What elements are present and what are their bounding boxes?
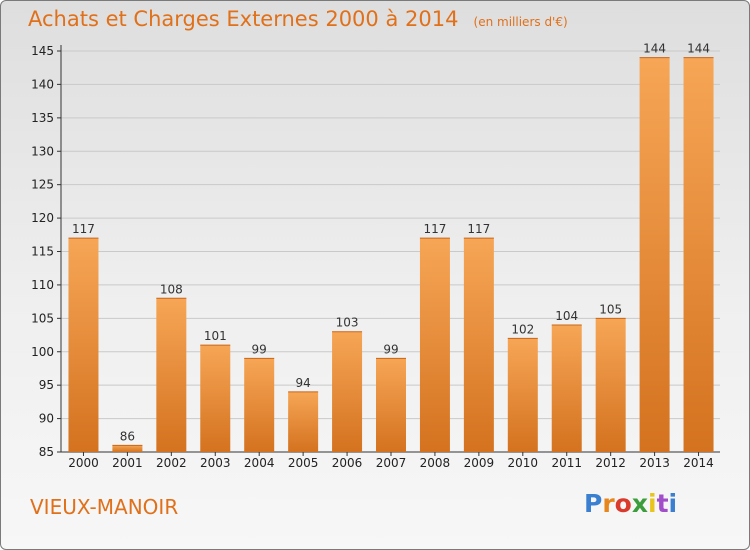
x-tick-label: 2004 <box>244 456 275 470</box>
data-label: 117 <box>467 222 490 236</box>
x-tick-label: 2010 <box>508 456 539 470</box>
y-tick-label: 95 <box>39 378 54 392</box>
y-tick-label: 145 <box>31 44 54 58</box>
logo-letter: i <box>668 489 678 518</box>
logo-letter: o <box>614 489 632 518</box>
data-label: 108 <box>160 282 183 296</box>
bar-2004 <box>244 358 275 452</box>
chart-unit: (en milliers d'€) <box>473 15 568 29</box>
y-tick-label: 105 <box>31 311 54 325</box>
commune-name: VIEUX-MANOIR <box>30 495 179 519</box>
bar-2010 <box>507 338 538 452</box>
bar-2006 <box>332 331 363 452</box>
y-tick-label: 135 <box>31 111 54 125</box>
logo-letter: t <box>656 489 669 518</box>
y-tick-label: 85 <box>39 445 54 459</box>
proxiti-logo[interactable]: Proxiti <box>584 489 677 518</box>
data-label: 86 <box>120 429 135 443</box>
y-tick-label: 130 <box>31 144 54 158</box>
x-tick-label: 2001 <box>112 456 143 470</box>
x-tick-label: 2013 <box>639 456 670 470</box>
logo-letter: P <box>584 489 603 518</box>
x-tick-label: 2003 <box>200 456 231 470</box>
bar-2005 <box>288 391 319 452</box>
data-label: 99 <box>383 342 398 356</box>
data-label: 102 <box>511 322 534 336</box>
bar-2003 <box>200 345 231 452</box>
logo-letter: x <box>631 489 648 518</box>
data-label: 117 <box>423 222 446 236</box>
bar-2014 <box>683 57 714 452</box>
bar-2011 <box>551 325 582 452</box>
chart-title: Achats et Charges Externes 2000 à 2014 <box>28 7 459 31</box>
x-tick-label: 2002 <box>156 456 187 470</box>
x-tick-label: 2011 <box>551 456 582 470</box>
bars <box>68 57 714 452</box>
x-tick-label: 2009 <box>464 456 495 470</box>
x-tick-label: 2007 <box>376 456 407 470</box>
data-label: 144 <box>643 42 666 56</box>
chart-header: Achats et Charges Externes 2000 à 2014 (… <box>28 7 568 31</box>
data-label: 104 <box>555 309 578 323</box>
x-tick-label: 2005 <box>288 456 319 470</box>
data-label: 94 <box>295 376 310 390</box>
bar-2008 <box>419 238 450 452</box>
y-tick-label: 115 <box>31 245 54 259</box>
y-tick-label: 120 <box>31 211 54 225</box>
x-tick-label: 2008 <box>420 456 451 470</box>
x-tick-label: 2014 <box>683 456 714 470</box>
y-tick-label: 110 <box>31 278 54 292</box>
data-label: 144 <box>687 42 710 56</box>
bar-2013 <box>639 57 670 452</box>
bar-2001 <box>112 445 143 452</box>
logo-letter: r <box>602 489 615 518</box>
data-label: 105 <box>599 302 622 316</box>
bar-2009 <box>463 238 494 452</box>
x-tick-label: 2000 <box>68 456 99 470</box>
x-tick-label: 2006 <box>332 456 363 470</box>
y-tick-label: 90 <box>39 412 54 426</box>
bar-2007 <box>376 358 406 452</box>
y-tick-label: 100 <box>31 345 54 359</box>
logo-letter: i <box>648 489 657 518</box>
bar-2002 <box>156 298 187 452</box>
data-label: 117 <box>72 222 95 236</box>
y-tick-label: 125 <box>31 178 54 192</box>
labels: 85 90 95 100 105 110 115 120 125 130 135 140 145 117 2… <box>31 42 714 470</box>
data-label: 103 <box>336 316 359 330</box>
data-label: 101 <box>204 329 227 343</box>
y-tick-label: 140 <box>31 77 54 91</box>
bar-2000 <box>68 238 99 452</box>
x-tick-label: 2012 <box>595 456 626 470</box>
data-label: 99 <box>252 342 267 356</box>
bar-2012 <box>595 318 626 452</box>
